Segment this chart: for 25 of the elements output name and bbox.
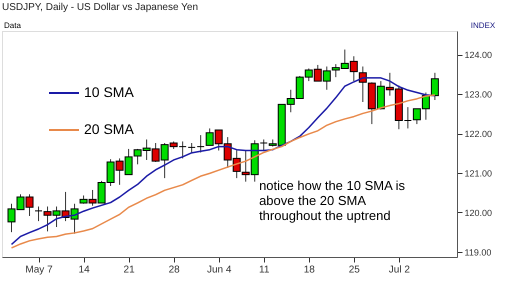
chart-title: USDJPY, Daily - US Dollar vs Japanese Yen	[2, 2, 198, 13]
legend-label: 20 SMA	[84, 121, 134, 137]
legend-label: 10 SMA	[84, 84, 134, 100]
x-tick-label: 21	[124, 264, 136, 276]
y-tick-label: 122.00	[464, 129, 492, 140]
annotation: notice how the 10 SMA is above the 20 SMA throughout the uptrend	[259, 178, 406, 224]
y-tick-label: 123.00	[464, 90, 492, 100]
x-tick-label: 14	[78, 264, 90, 276]
text: Data	[4, 21, 22, 30]
candlestick	[260, 138, 268, 152]
x-tick-label: May 7	[25, 264, 54, 276]
x-tick-label: 11	[259, 264, 270, 276]
x-tick-label: 18	[304, 264, 316, 276]
x-tick-label: Jul 2	[388, 264, 410, 276]
candlestick	[430, 72, 439, 101]
y-tick-label: 124.00	[464, 50, 492, 60]
candlestick	[196, 134, 205, 153]
candlestick	[188, 142, 196, 154]
y-tick-label: 120.00	[464, 208, 492, 218]
y-tick-label: 119.00	[464, 247, 492, 258]
x-tick-label: 25	[348, 264, 360, 276]
y-tick-label: 121.00	[464, 168, 492, 178]
x-tick-label: 28	[168, 264, 180, 276]
x-tick-label: Jun 4	[206, 264, 232, 276]
text: INDEX	[470, 21, 496, 30]
